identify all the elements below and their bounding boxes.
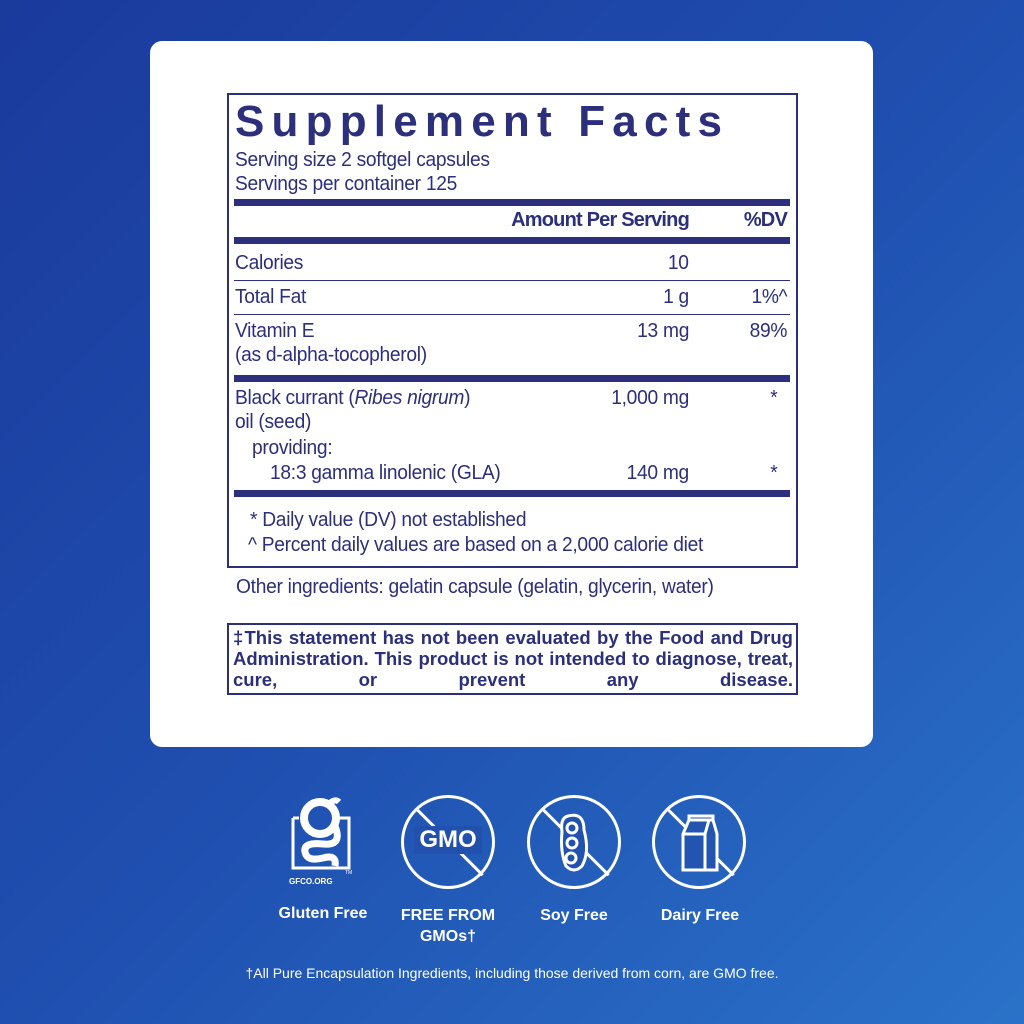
row-dv: * (769, 462, 777, 484)
svg-text:TM: TM (345, 870, 352, 876)
divider (234, 280, 790, 281)
footnote: * Daily value (DV) not established (250, 509, 527, 531)
row-amount: 10 (668, 252, 689, 274)
no-dairy-icon (652, 795, 746, 889)
divider (234, 490, 790, 497)
row-line2: oil (seed) (235, 411, 312, 433)
badge-label: FREE FROM GMOs† (400, 907, 496, 945)
divider (234, 314, 790, 315)
row-dv: 1%^ (751, 286, 787, 308)
row-name-end: ) (464, 387, 471, 409)
row-amount: 1,000 mg (611, 387, 689, 409)
row-name: Vitamin E (235, 320, 315, 342)
svg-text:GFCO.ORG: GFCO.ORG (289, 877, 333, 886)
row-name: providing: (252, 437, 333, 459)
row-name-text: Black currant ( (235, 387, 355, 409)
supplement-facts-panel (227, 93, 798, 568)
disclaimer-text: ‡This statement has not been evaluated b… (233, 627, 793, 690)
badge-label: Dairy Free (660, 907, 740, 924)
header-dv: %DV (743, 209, 788, 231)
badge-label: Gluten Free (278, 905, 368, 922)
servings-per-container: Servings per container 125 (235, 173, 457, 195)
panel-title: Supplement Facts (235, 97, 730, 146)
no-soy-icon (527, 795, 621, 889)
disclaimer-box (227, 623, 798, 695)
gmo-text: GMO (414, 826, 482, 854)
footer-note: †All Pure Encapsulation Ingredients, inc… (245, 965, 779, 981)
row-name: Calories (235, 252, 304, 274)
header-amount: Amount Per Serving (511, 209, 690, 231)
no-gmo-icon: GMO (401, 795, 495, 889)
divider (234, 199, 790, 206)
row-amount: 13 mg (637, 320, 689, 342)
row-name: 18:3 gamma linolenic (GLA) (270, 462, 501, 484)
row-name-latin: Ribes nigrum (354, 387, 465, 409)
divider (234, 375, 790, 382)
other-ingredients: Other ingredients: gelatin capsule (gela… (236, 576, 714, 598)
divider (234, 237, 790, 244)
row-dv: * (769, 387, 777, 409)
row-amount: 1 g (663, 286, 689, 308)
footnote: ^ Percent daily values are based on a 2,… (248, 534, 704, 556)
row-amount: 140 mg (626, 462, 690, 484)
row-name: Black currant (Ribes nigrum) (235, 386, 471, 410)
gluten-free-gfco-icon: GFCO.ORG TM (287, 796, 357, 891)
supplement-facts-card (150, 41, 873, 747)
row-dv: 89% (749, 320, 787, 342)
row-name: Total Fat (235, 286, 307, 308)
row-sub: (as d-alpha-tocopherol) (235, 344, 427, 366)
serving-size: Serving size 2 softgel capsules (235, 149, 490, 171)
badge-label: Soy Free (540, 907, 608, 924)
